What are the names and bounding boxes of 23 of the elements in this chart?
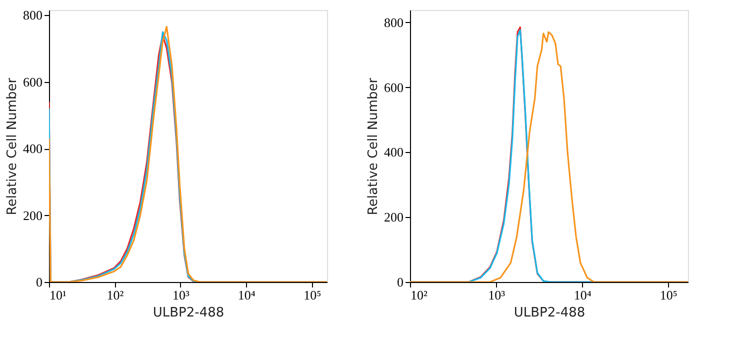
- x-tick-label: 10⁴: [574, 288, 592, 302]
- x-tick-label: 10⁴: [238, 288, 256, 302]
- y-tick-label: 400: [23, 141, 42, 156]
- y-tick-label: 200: [384, 210, 404, 225]
- y-axis-title: Relative Cell Number: [366, 77, 381, 216]
- x-tick-label: 10²: [410, 288, 428, 302]
- y-axis-title: Relative Cell Number: [5, 77, 20, 216]
- x-tick-label: 10²: [106, 288, 124, 302]
- x-tick-label: 10³: [172, 288, 190, 302]
- y-tick-label: 0: [397, 274, 404, 290]
- y-tick-label: 200: [23, 208, 42, 223]
- x-tick-label: 10¹: [50, 288, 66, 302]
- x-tick-label: 10³: [488, 288, 506, 302]
- x-tick-label: 10⁵: [304, 288, 322, 302]
- y-tick-label: 800: [23, 8, 42, 23]
- y-tick-label: 400: [384, 144, 404, 160]
- x-axis-title: ULBP2-488: [152, 306, 224, 320]
- y-tick-label: 600: [384, 80, 404, 95]
- y-tick-label: 800: [384, 14, 404, 30]
- x-tick-label: 10⁵: [660, 288, 678, 302]
- y-tick-label: 600: [23, 74, 42, 90]
- x-axis-title: ULBP2-488: [514, 306, 586, 320]
- y-tick-label: 0: [36, 274, 42, 290]
